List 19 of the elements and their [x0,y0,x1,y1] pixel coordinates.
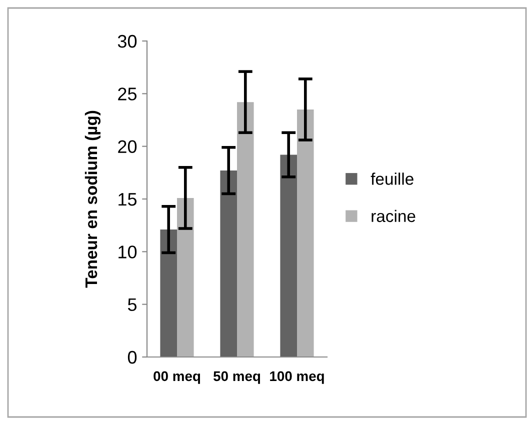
y-tick-label: 25 [118,88,137,100]
legend-label: racine [372,210,416,222]
y-axis-title: Teneur en sodium (µg) [84,110,101,288]
bar [220,170,237,357]
y-tick-label: 5 [128,298,137,312]
y-tick-label: 10 [118,246,137,258]
legend-label: feuille [370,172,414,185]
x-tick-label: 00 meq [154,371,200,384]
y-tick-label: 30 [118,34,137,48]
y-tick-label: 15 [118,193,137,206]
bar [297,109,314,357]
bar [160,230,177,357]
y-tick-label: 0 [128,350,137,364]
x-tick-label: 50 meq [213,371,260,384]
bar [280,154,297,357]
bar [177,198,194,357]
bar [237,102,254,357]
x-tick-label: 100 meq [270,371,324,384]
y-tick-label: 20 [118,140,137,154]
